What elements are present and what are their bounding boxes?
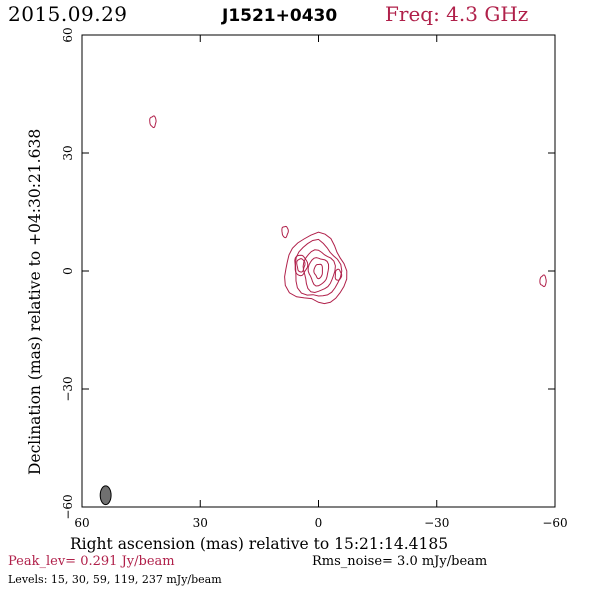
x-tick-label: 30: [193, 516, 208, 530]
observation-date: 2015.09.29: [8, 2, 128, 26]
peak-level: Peak_lev= 0.291 Jy/beam: [8, 554, 175, 569]
x-tick-label: −30: [424, 516, 449, 530]
peak-level-value: 0.291 Jy/beam: [80, 554, 175, 569]
contour-lines: [149, 115, 547, 305]
contour-line: [281, 225, 289, 239]
contour-line: [539, 274, 547, 288]
rms-noise: Rms_noise= 3.0 mJy/beam: [312, 554, 487, 569]
beam-ellipse: [99, 485, 112, 506]
x-axis-title: Right ascension (mas) relative to 15:21:…: [70, 535, 448, 553]
contour-line: [302, 249, 336, 294]
source-name: J1521+0430: [222, 6, 338, 26]
axis-tick-labels: 60 30 0 −30 −60 −60 −30 0 30 60: [61, 27, 568, 530]
contour-levels: Levels: 15, 30, 59, 119, 237 mJy/beam: [8, 573, 222, 586]
frequency-label: Freq: 4.3 GHz: [385, 2, 529, 26]
y-tick-label: 30: [61, 145, 75, 160]
y-tick-label: 0: [61, 267, 75, 275]
contour-levels-label: Levels:: [8, 573, 48, 586]
contour-line: [284, 231, 348, 305]
x-tick-label: 60: [74, 516, 89, 530]
y-tick-label: −60: [61, 494, 75, 519]
contour-line: [307, 257, 330, 287]
contour-levels-value: 15, 30, 59, 119, 237 mJy/beam: [50, 573, 222, 586]
y-tick-label: −30: [61, 376, 75, 401]
contour-line: [296, 258, 306, 273]
x-tick-label: 0: [315, 516, 323, 530]
rms-noise-value: 3.0 mJy/beam: [397, 554, 488, 569]
beam-shape: [99, 485, 112, 506]
contour-line: [334, 268, 343, 281]
x-tick-label: −60: [542, 516, 567, 530]
rms-noise-label: Rms_noise=: [312, 554, 393, 569]
y-axis-title: Declination (mas) relative to +04:30:21.…: [26, 129, 44, 475]
y-tick-label: 60: [61, 27, 75, 42]
plot-frame: [81, 34, 556, 508]
contour-line: [149, 115, 157, 129]
contour-line: [313, 263, 323, 280]
peak-level-label: Peak_lev=: [8, 554, 77, 569]
contour-line: [294, 254, 309, 277]
axis-ticks: [81, 34, 556, 508]
